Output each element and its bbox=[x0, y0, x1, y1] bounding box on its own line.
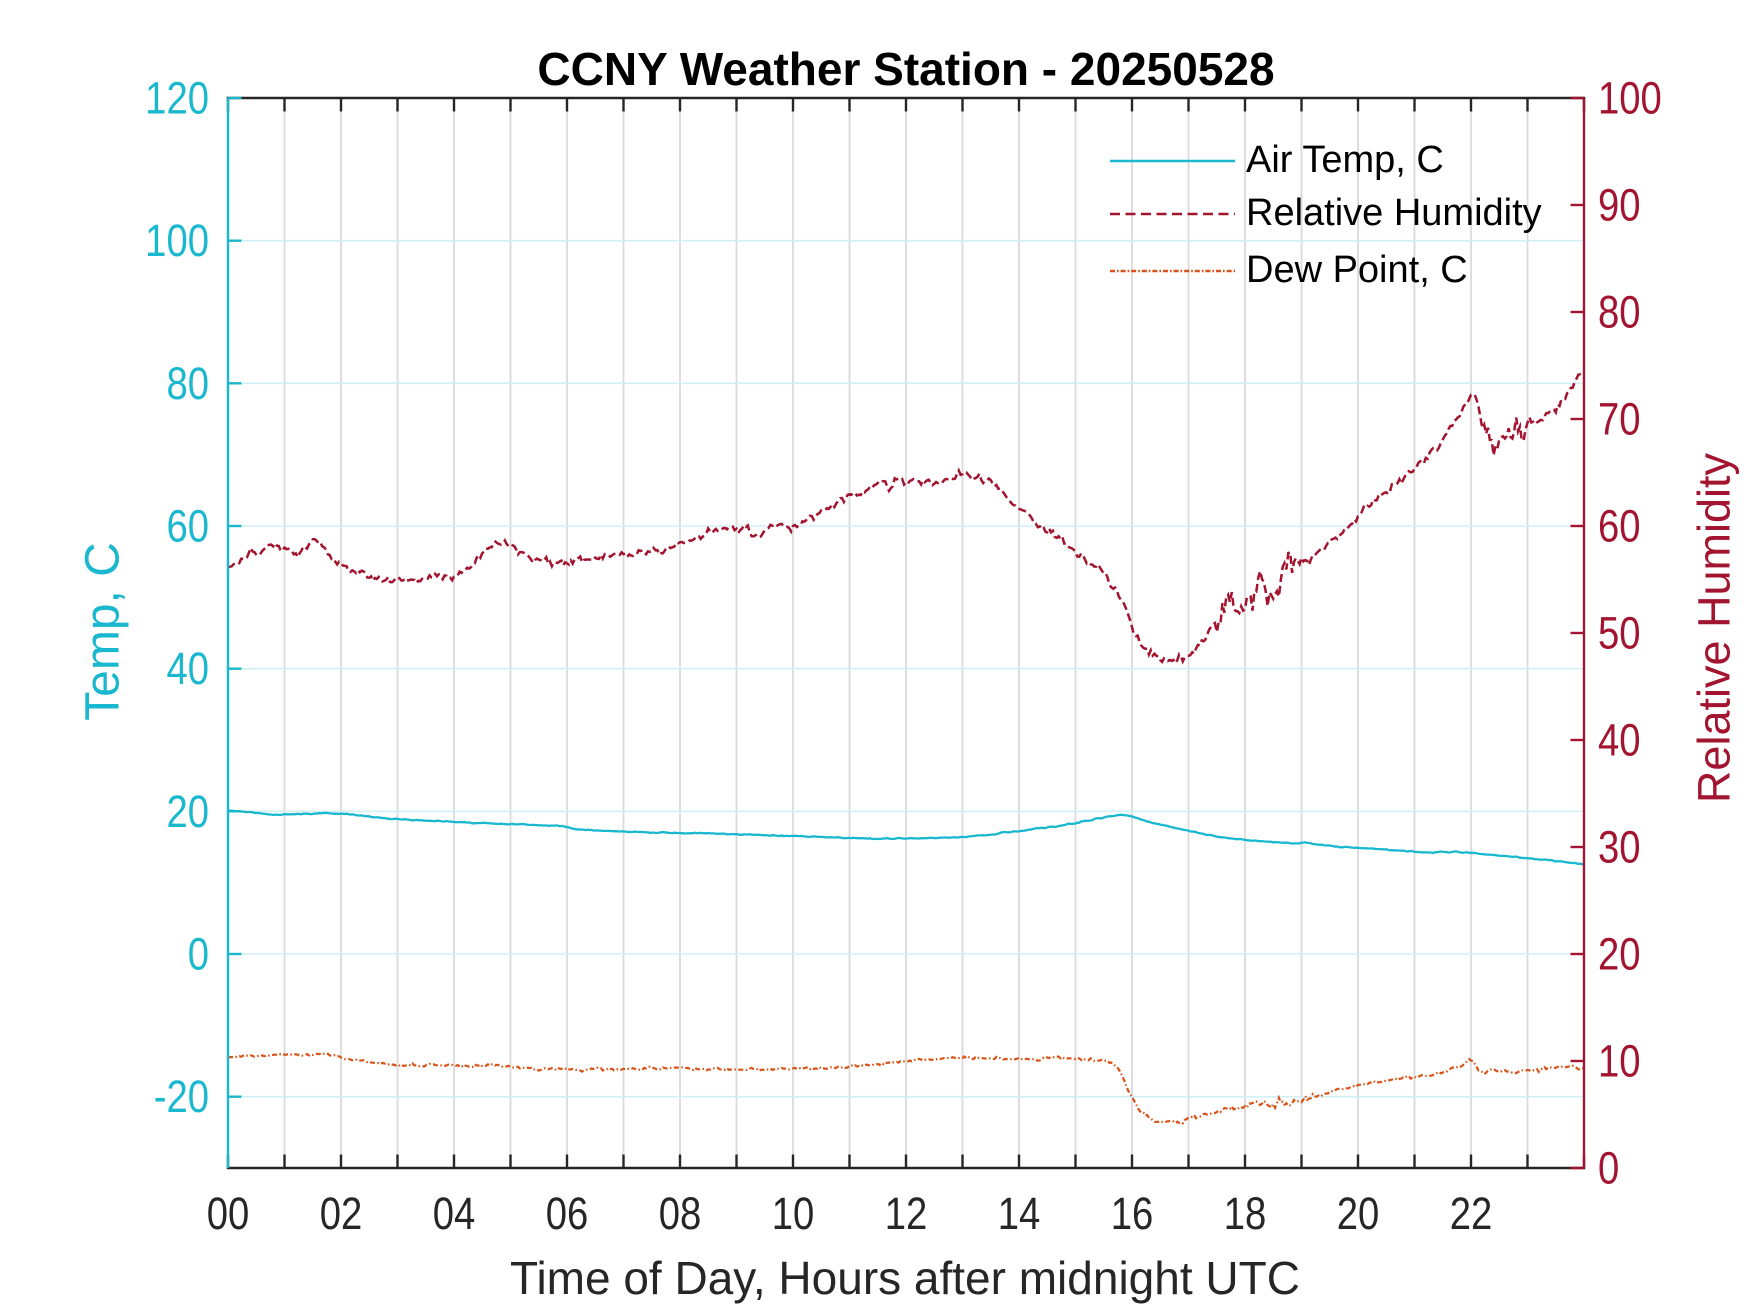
svg-text:100: 100 bbox=[145, 215, 209, 266]
svg-text:Relative Humidity: Relative Humidity bbox=[1689, 452, 1740, 803]
svg-text:0: 0 bbox=[1598, 1143, 1619, 1194]
svg-text:02: 02 bbox=[320, 1188, 363, 1239]
svg-text:60: 60 bbox=[1598, 501, 1641, 552]
svg-text:04: 04 bbox=[433, 1188, 476, 1239]
svg-text:18: 18 bbox=[1224, 1188, 1267, 1239]
svg-text:12: 12 bbox=[885, 1188, 928, 1239]
svg-text:20: 20 bbox=[1337, 1188, 1380, 1239]
svg-text:06: 06 bbox=[546, 1188, 589, 1239]
svg-text:10: 10 bbox=[1598, 1036, 1641, 1087]
svg-text:CCNY Weather Station - 2025052: CCNY Weather Station - 20250528 bbox=[537, 43, 1274, 95]
svg-text:Relative Humidity: Relative Humidity bbox=[1246, 192, 1542, 234]
svg-text:08: 08 bbox=[659, 1188, 702, 1239]
svg-text:30: 30 bbox=[1598, 822, 1641, 873]
svg-text:Dew Point, C: Dew Point, C bbox=[1246, 249, 1468, 291]
svg-text:14: 14 bbox=[998, 1188, 1041, 1239]
svg-text:80: 80 bbox=[1598, 287, 1641, 338]
svg-text:120: 120 bbox=[145, 73, 209, 124]
svg-text:20: 20 bbox=[1598, 929, 1641, 980]
svg-text:100: 100 bbox=[1598, 73, 1662, 124]
svg-text:16: 16 bbox=[1111, 1188, 1154, 1239]
svg-text:Air Temp, C: Air Temp, C bbox=[1246, 139, 1444, 181]
svg-text:Temp, C: Temp, C bbox=[76, 542, 129, 721]
svg-text:0: 0 bbox=[188, 929, 209, 980]
svg-text:40: 40 bbox=[1598, 715, 1641, 766]
svg-text:00: 00 bbox=[207, 1188, 250, 1239]
svg-text:40: 40 bbox=[166, 643, 209, 694]
svg-text:50: 50 bbox=[1598, 608, 1641, 659]
svg-text:70: 70 bbox=[1598, 394, 1641, 445]
svg-text:Time of Day, Hours after midni: Time of Day, Hours after midnight UTC bbox=[510, 1252, 1300, 1304]
svg-text:90: 90 bbox=[1598, 180, 1641, 231]
svg-text:20: 20 bbox=[166, 786, 209, 837]
svg-text:10: 10 bbox=[772, 1188, 815, 1239]
svg-text:-20: -20 bbox=[154, 1071, 209, 1122]
svg-text:22: 22 bbox=[1450, 1188, 1493, 1239]
svg-text:60: 60 bbox=[166, 501, 209, 552]
svg-text:80: 80 bbox=[166, 358, 209, 409]
